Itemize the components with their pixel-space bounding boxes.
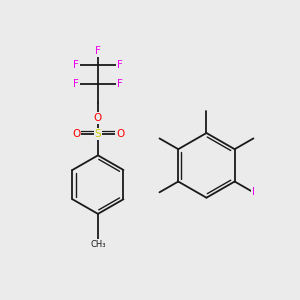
Text: F: F (95, 46, 101, 56)
Text: O: O (116, 129, 124, 139)
Text: F: F (73, 60, 79, 70)
Text: O: O (72, 129, 80, 139)
Text: I: I (252, 187, 255, 197)
Text: S: S (94, 129, 101, 139)
Text: F: F (73, 79, 79, 89)
Text: F: F (117, 60, 123, 70)
Text: CH₃: CH₃ (90, 240, 106, 249)
Text: F: F (117, 79, 123, 89)
Text: O: O (94, 113, 102, 123)
